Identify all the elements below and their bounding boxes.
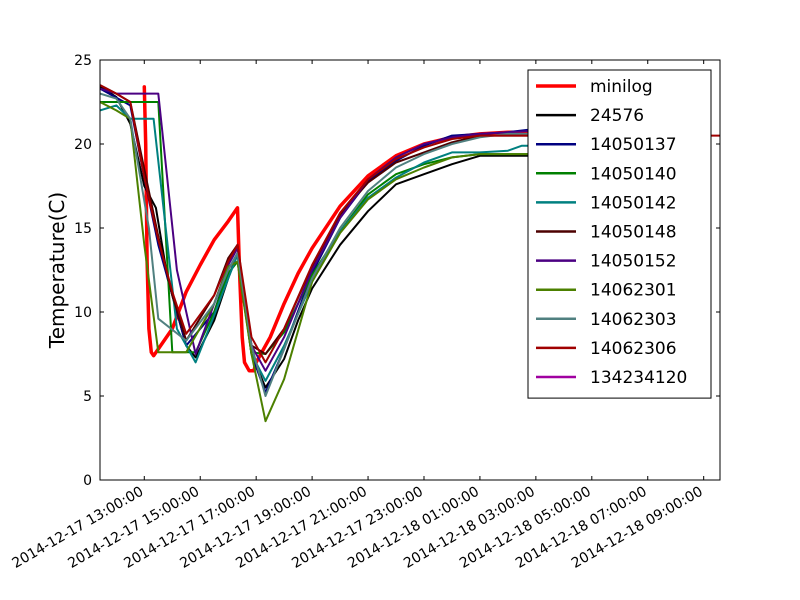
series-line-14062303	[100, 92, 537, 397]
legend-label-134234120: 134234120	[590, 368, 687, 388]
y-tick-label: 5	[83, 389, 92, 405]
legend-label-14050152: 14050152	[590, 252, 677, 272]
series-line-14062301	[100, 101, 537, 423]
y-tick-label: 20	[74, 137, 92, 153]
legend-box	[527, 69, 712, 399]
legend-label-14062306: 14062306	[590, 339, 677, 359]
legend-label-14050137: 14050137	[590, 135, 677, 155]
legend-label-14050148: 14050148	[590, 223, 677, 243]
legend: minilog 24576 14050137 14050140 14050142 1405…	[527, 69, 712, 399]
y-tick-label: 0	[83, 473, 92, 489]
series-line-14050142	[100, 104, 542, 382]
legend-label-14062303: 14062303	[590, 310, 677, 330]
legend-label-24576: 24576	[590, 106, 644, 126]
plot-frame	[99, 59, 721, 481]
y-axis-label: Temperature(C)	[45, 192, 69, 349]
series-line-minilog	[142, 85, 538, 373]
y-tick-label: 10	[74, 305, 92, 321]
legend-label-14050140: 14050140	[590, 164, 677, 184]
y-tick-label: 25	[74, 53, 92, 69]
series-layer	[100, 84, 720, 423]
y-tick-label: 15	[74, 221, 92, 237]
legend-label-14062301: 14062301	[590, 281, 677, 301]
legend-label-minilog: minilog	[590, 77, 653, 97]
series-line-14050152	[100, 87, 537, 372]
series-line-14062306	[100, 84, 720, 364]
legend-label-14050142: 14050142	[590, 193, 677, 213]
